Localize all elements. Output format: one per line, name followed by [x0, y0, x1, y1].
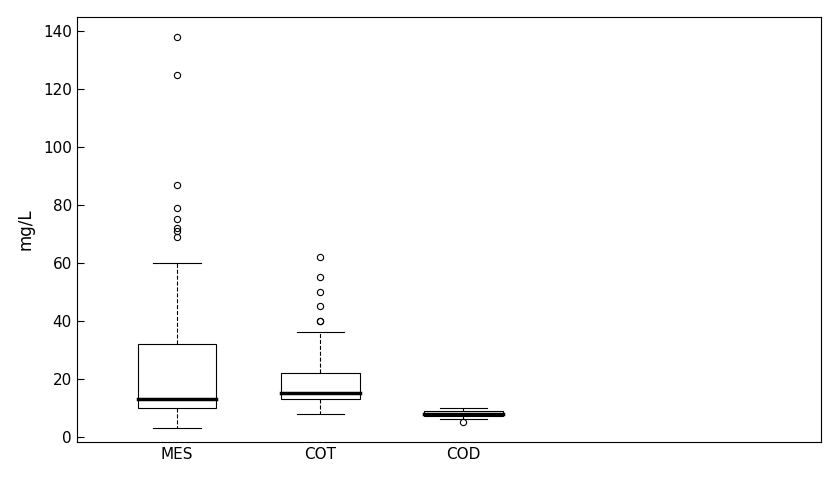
- Y-axis label: mg/L: mg/L: [17, 209, 34, 251]
- Bar: [424, 411, 503, 416]
- Bar: [137, 344, 216, 408]
- Bar: [281, 373, 360, 399]
